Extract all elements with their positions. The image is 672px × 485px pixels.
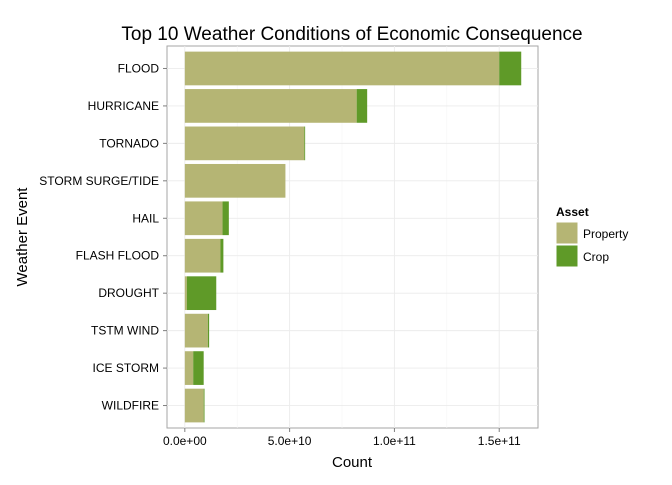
chart-title: Top 10 Weather Conditions of Economic Co… [121, 24, 582, 45]
bar-ice-storm-crop [193, 351, 203, 385]
y-tick-label: ICE STORM [93, 361, 159, 375]
bar-tornado-property [185, 127, 304, 161]
bar-flood-crop [499, 52, 521, 86]
x-tick-label: 1.0e+11 [373, 434, 416, 448]
bar-flash-flood-crop [220, 239, 223, 273]
bar-tstm-wind-property [185, 314, 208, 348]
bar-tornado-crop [304, 127, 305, 161]
x-tick-label: 5.0e+10 [268, 434, 312, 448]
y-tick-label: STORM SURGE/TIDE [39, 174, 159, 188]
legend-title: Asset [556, 205, 589, 219]
y-tick-label: HURRICANE [88, 99, 159, 113]
y-tick-label: DROUGHT [98, 286, 159, 300]
y-axis-title: Weather Event [14, 187, 31, 287]
bar-tstm-wind-crop [208, 314, 209, 348]
legend-label-crop: Crop [583, 250, 609, 264]
bar-hail-crop [223, 201, 229, 235]
y-tick-label: WILDFIRE [102, 399, 159, 413]
bar-hurricane-property [185, 89, 357, 123]
bar-storm-surge-tide-property [185, 164, 286, 198]
bar-flash-flood-property [185, 239, 221, 273]
bar-hail-property [185, 201, 223, 235]
bar-hurricane-crop [357, 89, 367, 123]
legend-key-crop [556, 245, 578, 267]
bar-ice-storm-property [185, 351, 193, 385]
y-tick-label: TSTM WIND [91, 324, 159, 338]
legend-key-property [556, 222, 578, 244]
y-tick-label: HAIL [132, 211, 159, 225]
bar-wildfire-property [185, 389, 204, 423]
x-tick-label: 0.0e+00 [163, 434, 207, 448]
legend-label-property: Property [583, 227, 628, 241]
y-tick-label: TORNADO [99, 136, 159, 150]
x-axis-title: Count [332, 454, 373, 471]
y-tick-label: FLASH FLOOD [76, 249, 160, 263]
bar-flood-property [185, 52, 499, 86]
x-tick-label: 1.5e+11 [478, 434, 521, 448]
bar-wildfire-crop [204, 389, 205, 423]
y-tick-label: FLOOD [118, 61, 160, 75]
bar-drought-property [185, 276, 187, 310]
bar-drought-crop [187, 276, 216, 310]
